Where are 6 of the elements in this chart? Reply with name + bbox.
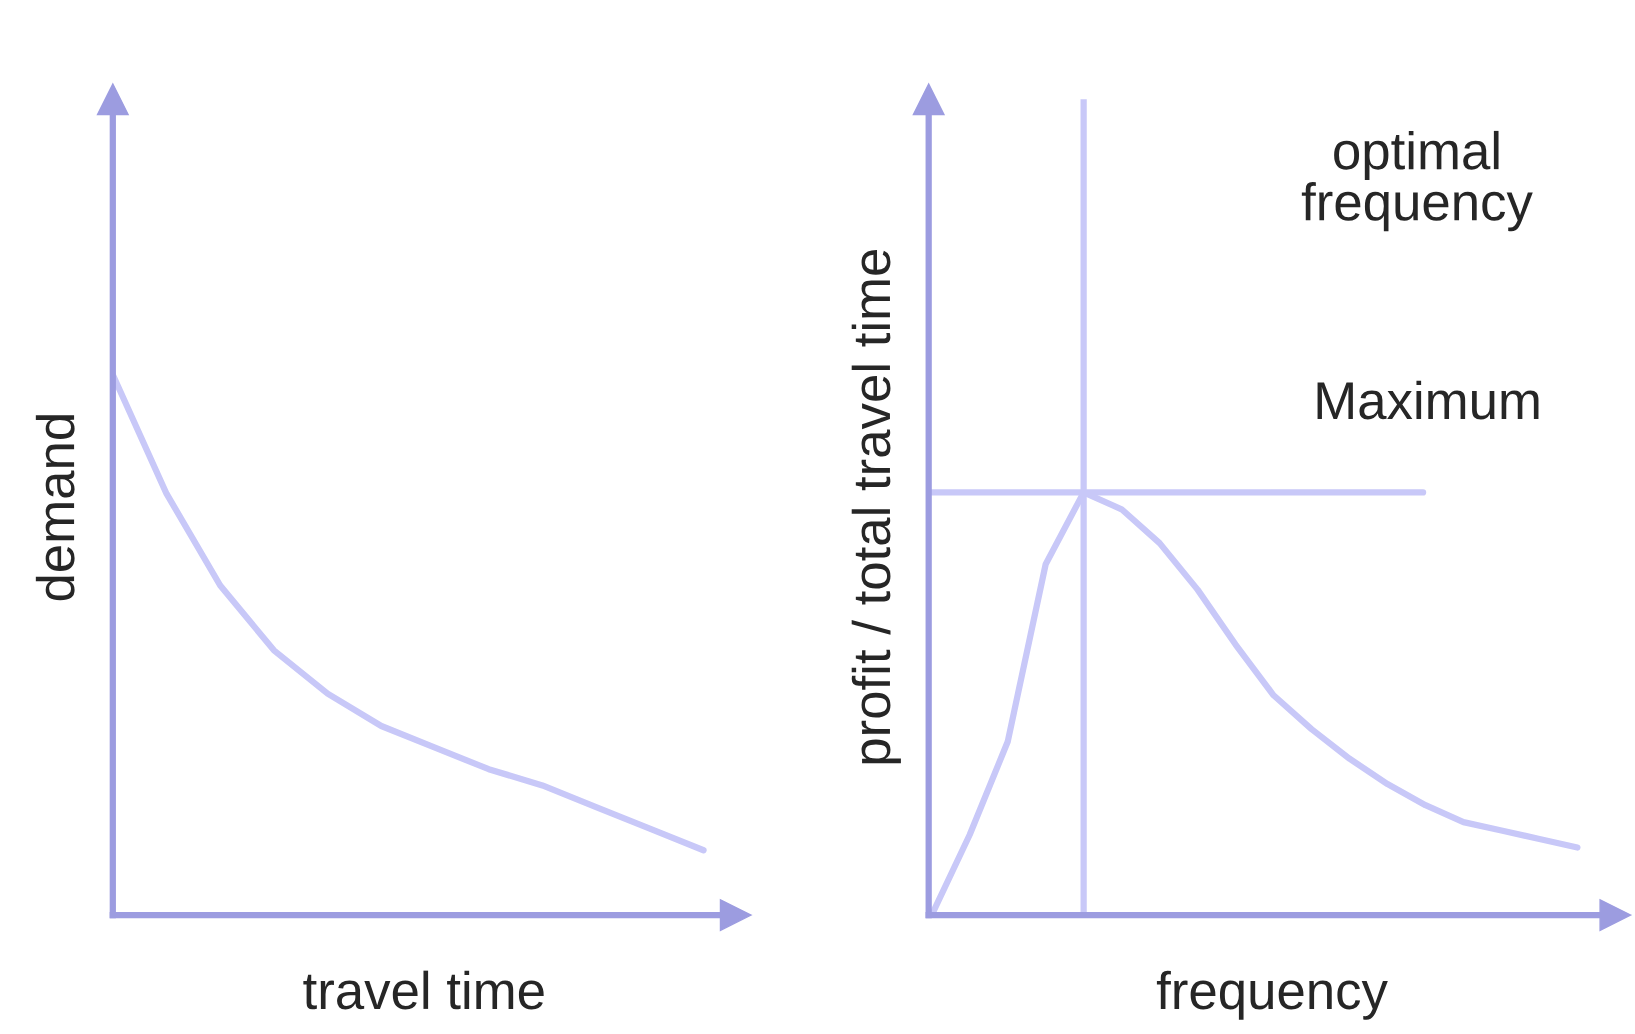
ref-line-label: Maximum — [1317, 380, 1539, 420]
x-axis-title: frequency — [1156, 970, 1388, 1020]
x-axis-title: travel time — [303, 970, 544, 1010]
y-axis-title: demand — [35, 415, 75, 601]
text: optimal frequency — [1301, 130, 1533, 232]
y-axis-title: profit / total travel time — [851, 249, 901, 764]
